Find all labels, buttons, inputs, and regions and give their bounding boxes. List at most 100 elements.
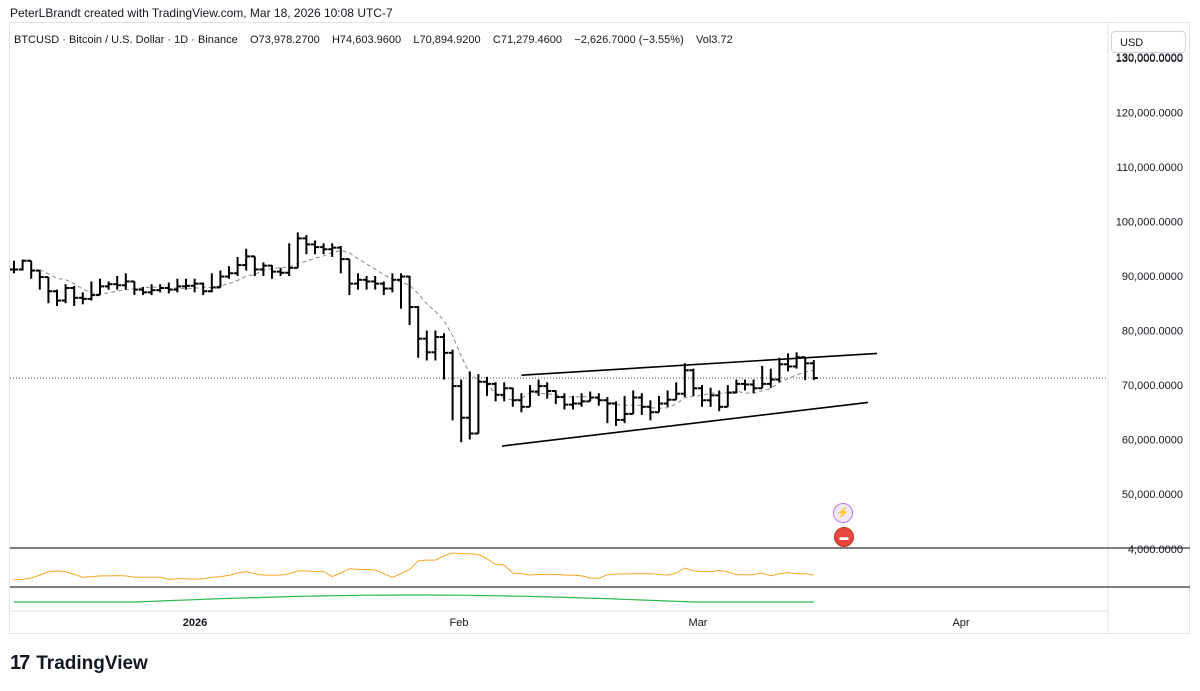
time-tick-label: Feb <box>450 617 469 629</box>
trendlines <box>501 352 878 447</box>
price-tick-label: 90,000.0000 <box>1122 271 1183 283</box>
ohlc-bar <box>61 284 70 304</box>
price-tick-label: 80,000.0000 <box>1122 326 1183 338</box>
ohlc-bar <box>35 269 44 290</box>
ohlc-bar <box>440 333 448 380</box>
ohlc-bar <box>792 352 801 369</box>
price-tick-label: 130,000.0000 <box>1116 53 1183 65</box>
ohlc-bar <box>629 390 638 415</box>
lightning-badge-icon[interactable]: ⚡ <box>833 503 853 523</box>
ohlc-bar <box>723 385 732 408</box>
lower-trendline <box>501 401 869 447</box>
ohlc-bar <box>379 281 388 296</box>
ohlc-bar <box>758 365 767 390</box>
ohlc-bar <box>698 385 706 407</box>
ohlc-bars <box>10 232 818 443</box>
symbol-info: BTCUSD · Bitcoin / U.S. Dollar · 1D · Bi… <box>14 34 733 46</box>
logo-text: TradingView <box>36 652 148 674</box>
ohlc-bar <box>336 246 345 274</box>
high-value: H74,603.9600 <box>331 34 402 46</box>
ohlc-bar <box>139 286 147 296</box>
ohlc-bar <box>130 280 139 296</box>
ohlc-bar <box>147 284 156 296</box>
ohlc-bar <box>87 281 96 301</box>
ohlc-bar <box>302 235 311 255</box>
change-value: −2,626.7000 (−3.55%) <box>574 34 684 46</box>
ohlc-bar <box>27 259 36 279</box>
ohlc-bar <box>801 356 810 381</box>
ohlc-bar <box>672 382 681 401</box>
ohlc-bar <box>689 368 698 396</box>
ohlc-bar <box>732 379 741 394</box>
time-axis: 2026 Feb Mar Apr <box>183 617 970 629</box>
moving-average <box>39 249 814 409</box>
ohlc-bar <box>483 376 491 396</box>
price-tick-label: 130,000.0000 <box>1116 52 1183 64</box>
ohlc-bar <box>156 284 165 293</box>
ohlc-bar <box>586 391 595 403</box>
time-tick-label: 2026 <box>183 617 207 629</box>
ohlc-bar <box>70 285 79 306</box>
open-value: O73,978.2700 <box>249 34 320 46</box>
price-tick-label: 110,000.0000 <box>1117 162 1183 174</box>
ohlc-bar <box>104 281 113 290</box>
ma-line <box>39 249 814 409</box>
ohlc-bar <box>422 330 431 361</box>
ohlc-bar <box>96 278 104 297</box>
ohlc-bar <box>474 374 483 435</box>
ohlc-bar <box>766 368 775 388</box>
ohlc-bar <box>18 259 27 271</box>
ohlc-bar <box>508 387 517 407</box>
ohlc-bar <box>276 267 285 276</box>
ohlc-bar <box>706 387 715 407</box>
ohlc-bar <box>354 273 362 290</box>
ohlc-bar <box>173 278 182 293</box>
ohlc-bar <box>620 395 629 424</box>
ohlc-bar <box>328 243 337 257</box>
ohlc-bar <box>560 393 569 410</box>
ohlc-bar <box>534 379 543 396</box>
ohlc-bar <box>612 401 620 426</box>
low-value: L70,894.9200 <box>413 34 481 46</box>
ohlc-bar <box>10 260 18 274</box>
volume-value: Vol3.72 <box>696 34 733 46</box>
ohlc-bar <box>362 276 371 290</box>
ohlc-bar <box>543 382 552 399</box>
ohlc-bar <box>113 276 122 290</box>
flag-badge-icon[interactable]: ▬ <box>834 527 854 547</box>
time-tick-label: Apr <box>952 617 969 629</box>
ohlc-bar <box>577 393 586 407</box>
ohlc-bar <box>637 393 646 415</box>
ohlc-bar <box>655 395 663 414</box>
ohlc-bar <box>345 258 354 296</box>
ohlc-bar <box>809 359 818 381</box>
ohlc-bar <box>775 357 784 383</box>
oscillator-2-line <box>14 594 814 603</box>
ohlc-bar <box>44 276 53 304</box>
ohlc-bar <box>448 349 457 421</box>
currency-button[interactable]: USD <box>1111 31 1186 53</box>
ohlc-bar <box>749 379 758 394</box>
upper-trendline <box>521 352 878 376</box>
ohlc-bar <box>465 371 474 440</box>
ohlc-bar <box>216 270 225 289</box>
ohlc-bar <box>784 353 792 372</box>
ohlc-bar <box>388 273 397 293</box>
ohlc-bar <box>285 243 294 276</box>
chart-frame <box>9 22 1190 634</box>
price-tick-label: 100,000.0000 <box>1116 217 1183 229</box>
price-axis: 60,000.0000 70,000.0000 80,000.0000 90,000.… <box>1116 52 1183 556</box>
indicator-panes <box>13 552 814 603</box>
ohlc-bar <box>405 275 414 326</box>
ohlc-bar <box>414 305 423 358</box>
ohlc-bar <box>680 363 689 397</box>
ohlc-bar <box>491 382 500 402</box>
ohlc-bar <box>164 282 173 294</box>
ohlc-bar <box>190 278 199 293</box>
tradingview-logo: 17 TradingView <box>10 652 148 675</box>
ohlc-bar <box>715 390 724 412</box>
ohlc-bar <box>233 256 242 276</box>
ohlc-bar <box>431 330 440 361</box>
osc-tick-label: 4,000.0000 <box>1128 544 1183 556</box>
